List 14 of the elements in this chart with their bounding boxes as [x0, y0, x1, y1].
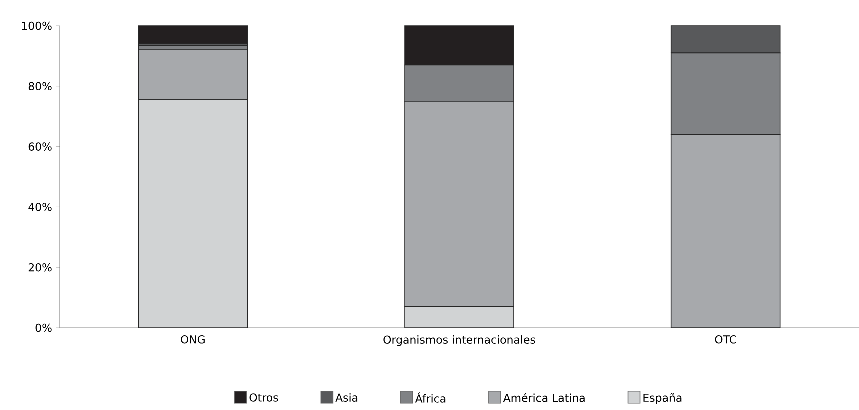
legend-label: Asia — [336, 394, 358, 402]
legend-label: América Latina — [503, 393, 585, 402]
y-tick-label: 40% — [28, 203, 52, 212]
legend-label: África — [415, 392, 446, 403]
legend-label: España — [644, 393, 682, 404]
y-tick-label: 0% — [36, 324, 52, 332]
y-tick-label: 60% — [28, 142, 52, 151]
x-tick-label: OTC — [715, 336, 736, 344]
x-tick-label: ONG — [181, 336, 205, 344]
y-tick-label: 20% — [28, 263, 52, 272]
x-tick-label: Organismos internacionales — [384, 336, 536, 346]
y-tick-label: 80% — [28, 82, 52, 91]
y-tick-label: 100% — [22, 22, 52, 30]
legend-label: Otros — [250, 394, 278, 402]
